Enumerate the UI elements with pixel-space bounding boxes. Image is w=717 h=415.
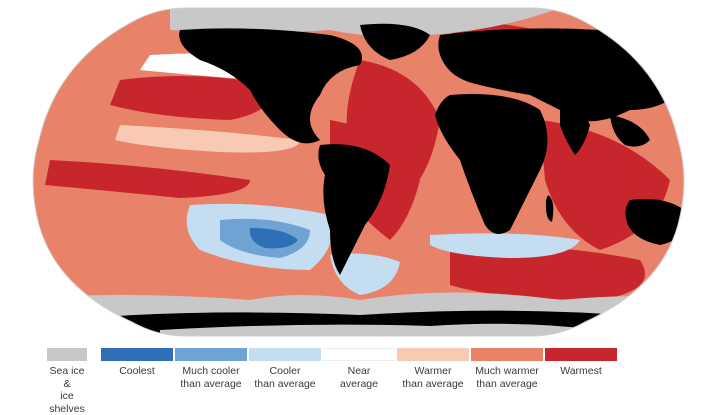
globe-outline [32,7,685,337]
south-cooler-strip [330,253,400,295]
equatorial-pacific-near [115,125,300,153]
legend-swatch-warmest [545,348,617,361]
south-atlantic-cooler [430,233,580,258]
legend-item-much-warmer: Much warmer than average [471,348,543,390]
legend-swatch-cooler [249,348,321,361]
legend-item-much-cooler: Much cooler than average [175,348,247,390]
madagascar [545,195,554,222]
south-indian-warmest [450,246,645,300]
world-map [32,7,685,337]
south-pacific-coolest [249,228,298,249]
legend-item-warmer: Warmer than average [397,348,469,390]
legend-label-much-warmer: Much warmer than average [475,365,539,390]
southeast-asia [610,115,650,147]
legend-label-warmest: Warmest [560,365,602,377]
legend-item-coolest: Coolest [101,348,173,378]
legend-label-near: Near average [340,365,378,390]
africa [435,94,548,234]
legend-swatch-warmer [397,348,469,361]
north-atlantic-warmest [346,60,440,200]
north-america [179,28,362,144]
legend-label-sea-ice: Sea ice & ice shelves [49,365,85,415]
legend-swatch-much-warmer [471,348,543,361]
legend-label-warmer: Warmer than average [402,365,464,390]
legend-item-cooler: Cooler than average [249,348,321,390]
legend: Sea ice & ice shelves Coolest Much coole… [0,348,717,415]
legend-label-cooler: Cooler than average [254,365,316,390]
legend-swatch-near [323,348,395,361]
legend-swatch-much-cooler [175,348,247,361]
india [560,110,590,155]
legend-item-sea-ice: Sea ice & ice shelves [47,348,87,415]
legend-label-much-cooler: Much cooler than average [180,365,242,390]
east-pacific-warmest [45,160,250,198]
north-pacific-warmest [110,76,272,120]
legend-swatch-sea-ice [47,348,87,361]
australia [625,199,684,245]
legend-label-coolest: Coolest [119,365,155,377]
legend-item-warmest: Warmest [545,348,617,378]
legend-item-near: Near average [323,348,395,390]
antarctica-ice-cap [160,323,600,336]
greenland [360,23,430,60]
south-america [318,144,390,275]
legend-swatch-coolest [101,348,173,361]
